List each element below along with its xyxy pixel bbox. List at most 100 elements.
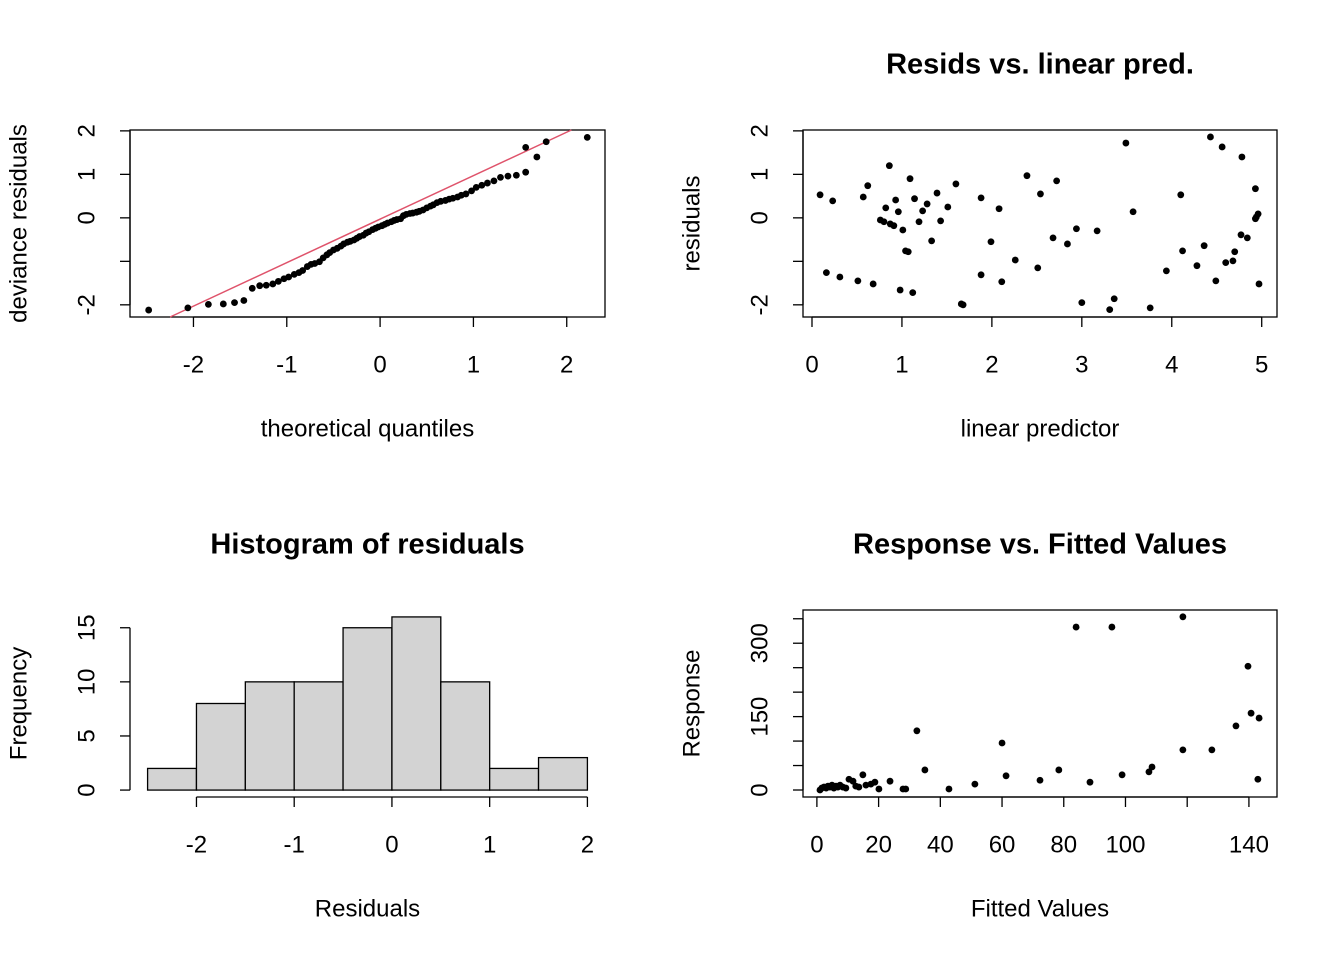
- point: [462, 190, 470, 198]
- x-tick-label: 5: [1255, 351, 1268, 378]
- point: [145, 306, 153, 314]
- x-tick-label: -1: [284, 831, 305, 858]
- point: [478, 181, 486, 189]
- point: [854, 277, 862, 285]
- y-axis-label: Response: [678, 649, 705, 757]
- point: [1218, 143, 1226, 151]
- point: [1110, 295, 1118, 303]
- y-tick-label: -2: [73, 294, 100, 315]
- y-tick-label: 1: [746, 168, 773, 181]
- point: [1207, 133, 1214, 141]
- point: [995, 205, 1003, 213]
- y-tick-label: 0: [73, 783, 100, 796]
- point: [998, 739, 1006, 747]
- point: [1200, 242, 1208, 250]
- point: [871, 778, 879, 786]
- y-tick-label: -2: [746, 294, 773, 315]
- point: [1086, 778, 1094, 786]
- point: [859, 771, 867, 779]
- x-tick-label: 1: [483, 831, 496, 858]
- point: [1237, 231, 1245, 239]
- point: [1055, 766, 1063, 774]
- point: [1243, 234, 1251, 242]
- y-tick-label: 0: [73, 211, 100, 224]
- reference-line: [169, 129, 572, 318]
- bar: [391, 616, 442, 791]
- point: [885, 162, 893, 170]
- x-tick-label: 0: [373, 351, 386, 378]
- bar: [342, 627, 393, 791]
- point: [944, 203, 952, 211]
- point: [1106, 306, 1114, 314]
- x-tick-label: -2: [186, 831, 207, 858]
- point: [959, 301, 967, 309]
- point: [875, 785, 883, 793]
- y-axis-label: residuals: [678, 175, 705, 271]
- point: [1222, 259, 1230, 267]
- point: [1244, 662, 1252, 670]
- point: [971, 780, 979, 788]
- point: [472, 184, 480, 191]
- x-tick-label: 2: [581, 831, 594, 858]
- point: [945, 785, 953, 793]
- point: [923, 200, 931, 208]
- y-tick-label: 150: [746, 697, 773, 737]
- point: [836, 273, 844, 281]
- point: [816, 191, 824, 199]
- x-tick-label: 60: [989, 831, 1016, 858]
- point: [977, 194, 985, 202]
- x-tick-label: 1: [895, 351, 908, 378]
- point: [882, 204, 890, 212]
- point: [1072, 623, 1080, 631]
- point: [219, 300, 227, 308]
- point: [1002, 772, 1010, 780]
- x-tick-label: 0: [810, 831, 823, 858]
- point: [512, 171, 520, 179]
- point: [299, 267, 307, 274]
- point: [1146, 304, 1154, 312]
- point: [911, 195, 918, 203]
- y-tick-label: 0: [746, 211, 773, 224]
- point: [583, 133, 591, 141]
- point: [1179, 247, 1186, 255]
- y-axis-label: deviance residuals: [5, 124, 32, 323]
- point: [1238, 153, 1246, 161]
- x-tick-label: 1: [467, 351, 480, 378]
- bar: [244, 681, 295, 791]
- x-tick-label: 20: [865, 831, 892, 858]
- x-tick-label: 0: [385, 831, 398, 858]
- point: [909, 289, 917, 297]
- point: [952, 180, 960, 188]
- x-tick-label: -1: [276, 351, 297, 378]
- x-tick-label: 100: [1105, 831, 1145, 858]
- point: [490, 177, 498, 185]
- plot-box: [802, 129, 1278, 318]
- chart-title: Resids vs. linear pred.: [886, 49, 1194, 81]
- bar: [293, 681, 344, 791]
- x-tick-label: 80: [1050, 831, 1077, 858]
- x-axis-label: theoretical quantiles: [261, 415, 474, 442]
- bar: [489, 767, 540, 791]
- point: [1179, 613, 1187, 621]
- point: [231, 299, 238, 307]
- x-axis-label: Residuals: [315, 895, 420, 922]
- y-tick-label: 15: [73, 614, 100, 641]
- point: [904, 248, 912, 256]
- point: [1011, 256, 1019, 264]
- point: [240, 297, 248, 304]
- plot-box: [129, 129, 606, 318]
- x-axis-label: Fitted Values: [971, 895, 1109, 922]
- point: [1036, 776, 1044, 784]
- point: [497, 174, 504, 181]
- point: [1145, 768, 1153, 776]
- point: [274, 277, 282, 285]
- point: [522, 143, 530, 151]
- point: [1049, 234, 1057, 242]
- point: [1208, 746, 1216, 754]
- bar: [537, 756, 589, 791]
- point: [1023, 172, 1031, 180]
- chart-title: Histogram of residuals: [210, 529, 524, 561]
- x-tick-label: 140: [1229, 831, 1269, 858]
- point: [896, 286, 904, 294]
- point: [1177, 191, 1185, 199]
